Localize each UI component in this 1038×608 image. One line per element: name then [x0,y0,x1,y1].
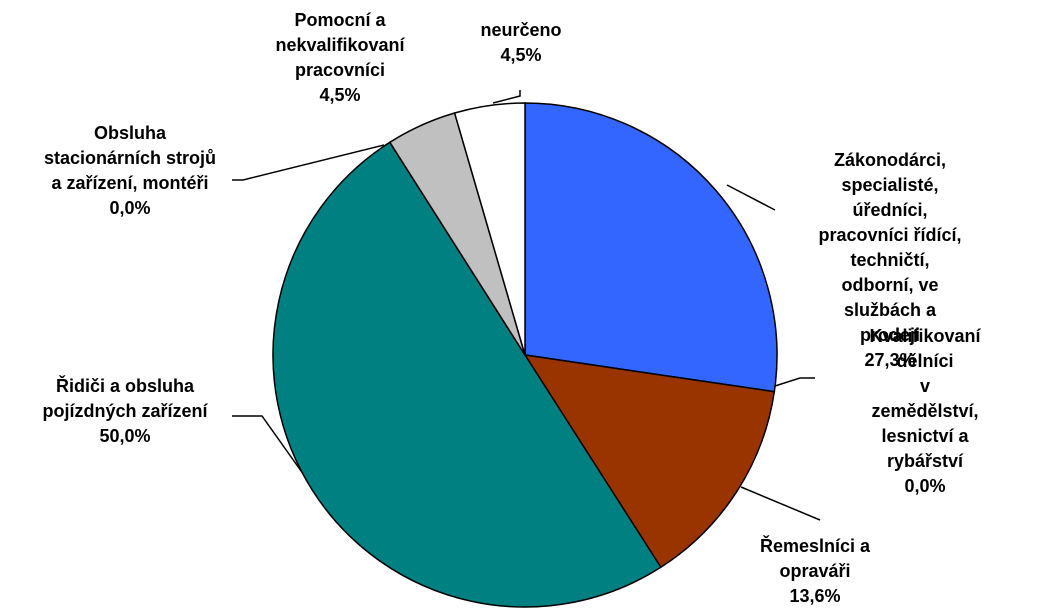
slice-label: Zákonodárci, specialisté, úředníci, prac… [816,148,964,373]
pie-slice [523,354,776,569]
slice-label: Řemeslníci a opraváři 13,6% [760,534,870,608]
value-label: 4,5% [500,45,542,65]
category-label: Pomocní a nekvalifikovaní pracovníci [275,10,405,80]
slice-label: neurčeno 4,5% [480,18,561,68]
leader-line [726,184,776,211]
category-label: Obsluha stacionárních strojů a zařízení,… [43,123,217,193]
category-label: Zákonodárci, specialisté, úředníci, prac… [818,150,962,345]
category-label: Řidiči a obsluha pojízdných zařízení [42,376,208,421]
category-label: neurčeno [480,20,562,40]
leader-line [740,486,821,521]
category-label: Kvalifikovaní dělníci v zemědělství, les… [869,326,981,471]
pie-slice [272,141,662,608]
leader-line [492,90,521,104]
slice-label: Pomocní a nekvalifikovaní pracovníci 4,5% [275,8,404,108]
category-label: Řemeslníci a opraváři [759,536,871,581]
pie-slice [524,102,778,393]
leader-line [232,144,385,181]
slice-label: Kvalifikovaní dělníci v zemědělství, les… [869,324,982,499]
value-label: 4,5% [319,85,361,105]
leader-lines [232,90,821,521]
value-label: 50,0% [99,426,151,446]
slice-label: Obsluha stacionárních strojů a zařízení,… [44,121,216,221]
leader-line [774,377,815,387]
pie-slice [453,102,526,356]
slice-label: Řidiči a obsluha pojízdných zařízení 50,0… [42,374,207,449]
value-label: 0,0% [109,198,151,218]
leader-line [232,415,317,493]
value-label: 0,0% [904,476,946,496]
value-label: 13,6% [789,586,841,606]
value-label: 27,3% [864,350,916,370]
